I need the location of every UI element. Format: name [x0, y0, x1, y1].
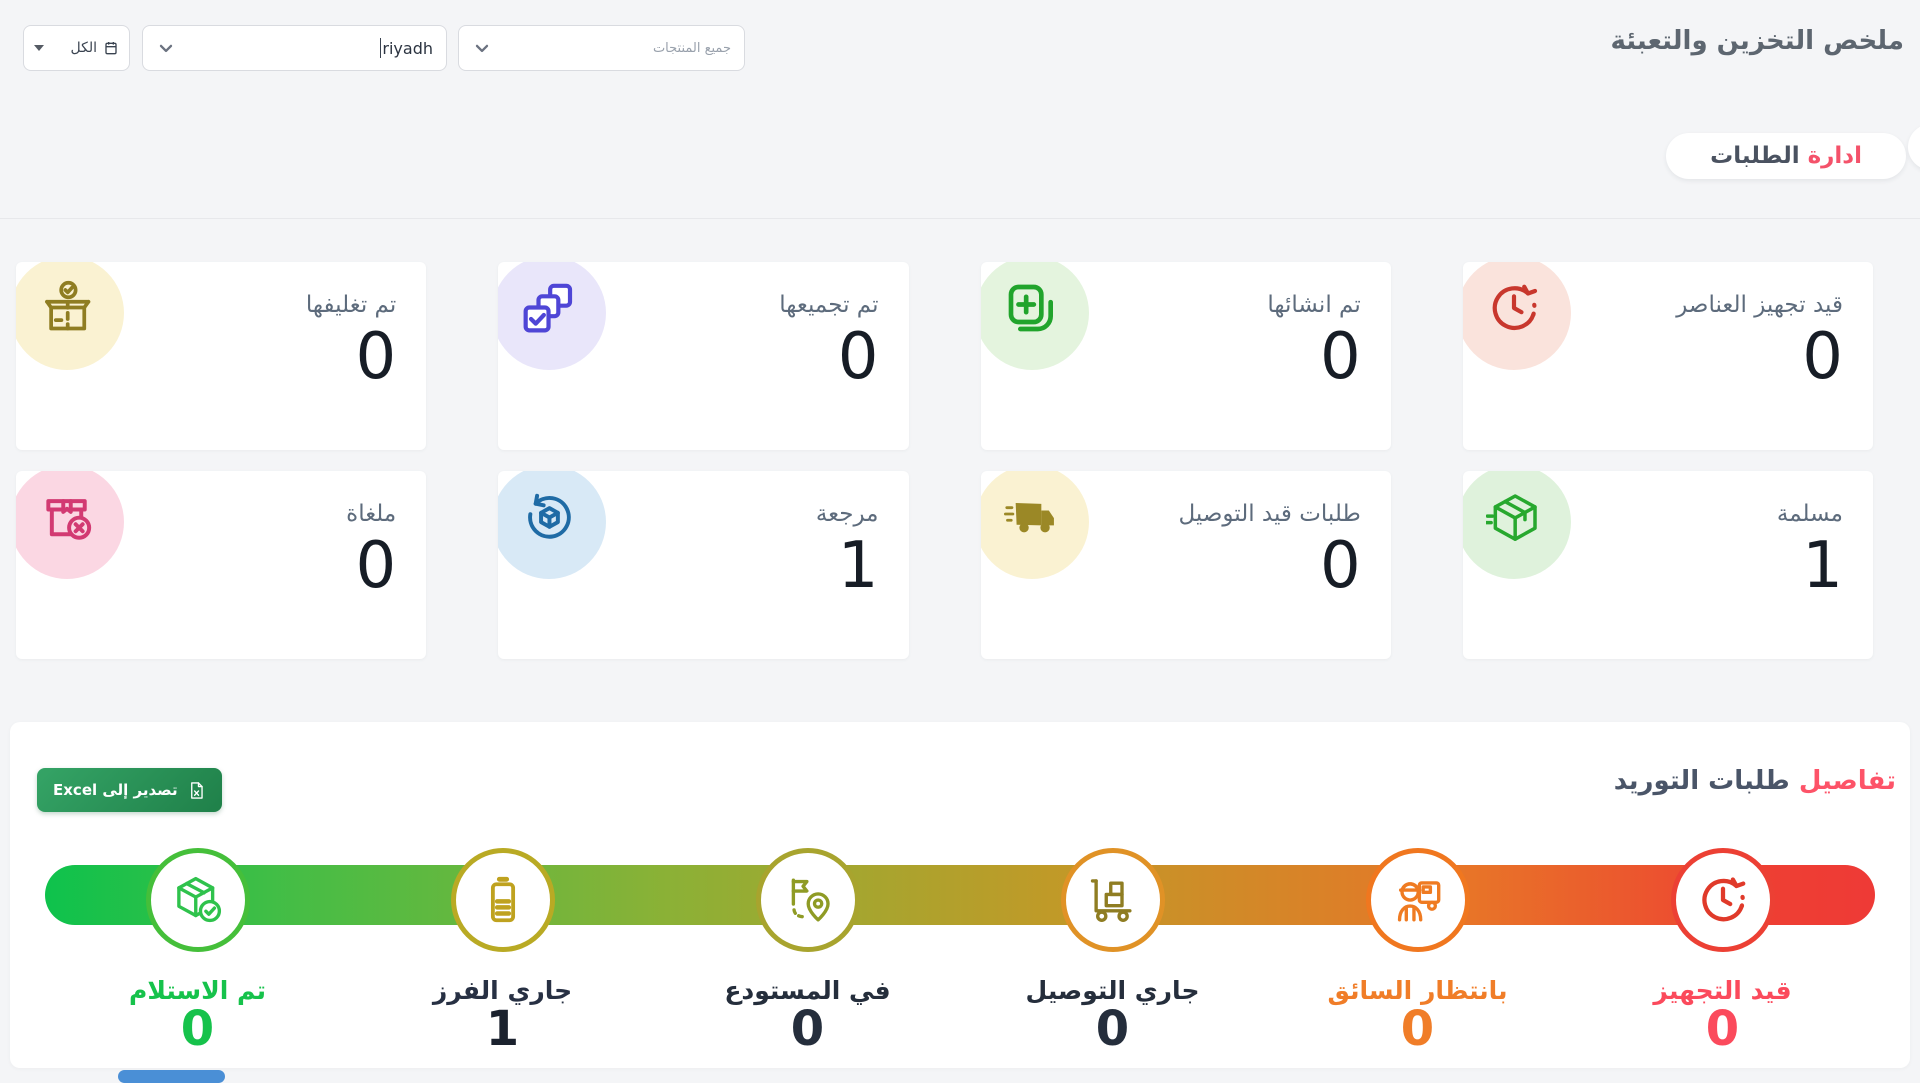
- forklift-boxes-icon: [1060, 848, 1165, 952]
- city-input[interactable]: riyadh: [142, 25, 447, 71]
- stage-value: 0: [1705, 1001, 1740, 1057]
- tab-partial-offscreen[interactable]: [1908, 124, 1920, 170]
- card-label: ملغاة: [346, 501, 397, 527]
- package-icon: [1462, 471, 1571, 579]
- stage-received: تم الاستلام 0: [45, 848, 350, 1053]
- card-label: مرجعة: [815, 501, 879, 527]
- boxes-check-icon: [498, 262, 607, 370]
- driver-truck-icon: [1365, 848, 1470, 952]
- excel-file-icon: [190, 781, 203, 799]
- box-cancel-icon: [16, 471, 124, 579]
- stage-delivering: جاري التوصيل 0: [960, 848, 1265, 1053]
- package-check-icon: [145, 848, 250, 952]
- export-excel-label: تصدير إلى Excel: [53, 781, 178, 799]
- card-packed: تم تغليفها 0: [16, 262, 427, 450]
- stage-sorting: جاري الفرز 1: [350, 848, 655, 1053]
- stage-value: 0: [1400, 1001, 1435, 1057]
- stage-label: جاري التوصيل: [1025, 976, 1200, 1005]
- card-value: 0: [837, 320, 879, 394]
- card-returned: مرجعة 1: [498, 471, 909, 659]
- card-label: قيد تجهيز العناصر: [1676, 292, 1843, 318]
- stage-waiting-driver: بانتظار السائق 0: [1265, 848, 1570, 1053]
- chevron-down-icon: [159, 44, 173, 53]
- stage-label: جاري الفرز: [432, 976, 573, 1005]
- stage-label: بانتظار السائق: [1327, 976, 1508, 1005]
- date-range-select[interactable]: الكل: [23, 25, 130, 71]
- horizontal-scrollbar-thumb[interactable]: [118, 1070, 225, 1083]
- battery-icon: [450, 848, 555, 952]
- supply-panel-title: تفاصيل طلبات التوريد: [1614, 766, 1896, 796]
- card-items-preparing: قيد تجهيز العناصر 0: [1462, 262, 1873, 450]
- card-label: مسلمة: [1776, 501, 1843, 527]
- stage-value: 0: [180, 1001, 215, 1057]
- stage-value: 0: [790, 1001, 825, 1057]
- card-label: طلبات قيد التوصيل: [1178, 501, 1361, 527]
- products-select-value: جميع المنتجات: [652, 40, 731, 56]
- stage-value: 0: [1095, 1001, 1130, 1057]
- warehouse-flag-pin-icon: [755, 848, 860, 952]
- supply-orders-panel: تفاصيل طلبات التوريد تصدير إلى Excel قيد…: [10, 722, 1910, 1068]
- stage-in-warehouse: في المستودع 0: [655, 848, 960, 1053]
- card-value: 0: [355, 320, 397, 394]
- card-value: 0: [1802, 320, 1843, 394]
- tab-orders-management[interactable]: ادارة الطلبات: [1666, 133, 1906, 179]
- card-value: 0: [1320, 529, 1361, 603]
- tab-label-accent: ادارة: [1807, 143, 1862, 169]
- stage-label: تم الاستلام: [129, 976, 266, 1005]
- chevron-down-icon: [475, 44, 489, 53]
- card-collected: تم تجميعها 0: [498, 262, 909, 450]
- calendar-icon: [105, 42, 117, 55]
- clock-history-icon: [1670, 848, 1775, 952]
- card-value: 0: [1320, 320, 1361, 394]
- card-out-for-delivery: طلبات قيد التوصيل 0: [980, 471, 1391, 659]
- date-select-value: الكل: [71, 40, 120, 56]
- delivery-truck-icon: [980, 471, 1089, 579]
- stage-label: في المستودع: [724, 976, 891, 1005]
- box-check-icon: [16, 262, 124, 370]
- page-title: ملخص التخزين والتعبئة: [1610, 26, 1904, 56]
- document-plus-icon: [980, 262, 1089, 370]
- export-excel-button[interactable]: تصدير إلى Excel: [37, 768, 222, 812]
- stage-label: قيد التجهيز: [1653, 976, 1792, 1005]
- card-label: تم تغليفها: [305, 292, 397, 318]
- panel-title-rest: طلبات التوريد: [1613, 766, 1799, 796]
- card-delivered: مسلمة 1: [1462, 471, 1873, 659]
- city-input-value: riyadh: [380, 38, 433, 58]
- stage-preparing: قيد التجهيز 0: [1570, 848, 1875, 1053]
- tab-label-rest: الطلبات: [1710, 143, 1808, 169]
- stat-cards-grid: قيد تجهيز العناصر 0 تم انشائها 0 تم تجمي…: [16, 262, 1873, 659]
- card-cancelled: ملغاة 0: [16, 471, 427, 659]
- card-label: تم تجميعها: [779, 292, 879, 318]
- caret-down-icon: [34, 45, 44, 51]
- pipeline-gradient-bar: [45, 865, 1875, 925]
- pipeline-stages: قيد التجهيز 0 بانتظار السائق 0: [45, 848, 1875, 1053]
- card-created: تم انشائها 0: [980, 262, 1391, 450]
- clock-history-icon: [1462, 262, 1571, 370]
- panel-title-accent: تفاصيل: [1798, 766, 1896, 796]
- section-divider: [0, 218, 1920, 219]
- text-cursor: [380, 38, 382, 58]
- card-value: 0: [355, 529, 397, 603]
- card-value: 1: [1802, 529, 1843, 603]
- stage-value: 1: [485, 1001, 520, 1057]
- package-return-icon: [498, 471, 607, 579]
- card-label: تم انشائها: [1267, 292, 1361, 318]
- products-select[interactable]: جميع المنتجات: [458, 25, 745, 71]
- card-value: 1: [837, 529, 879, 603]
